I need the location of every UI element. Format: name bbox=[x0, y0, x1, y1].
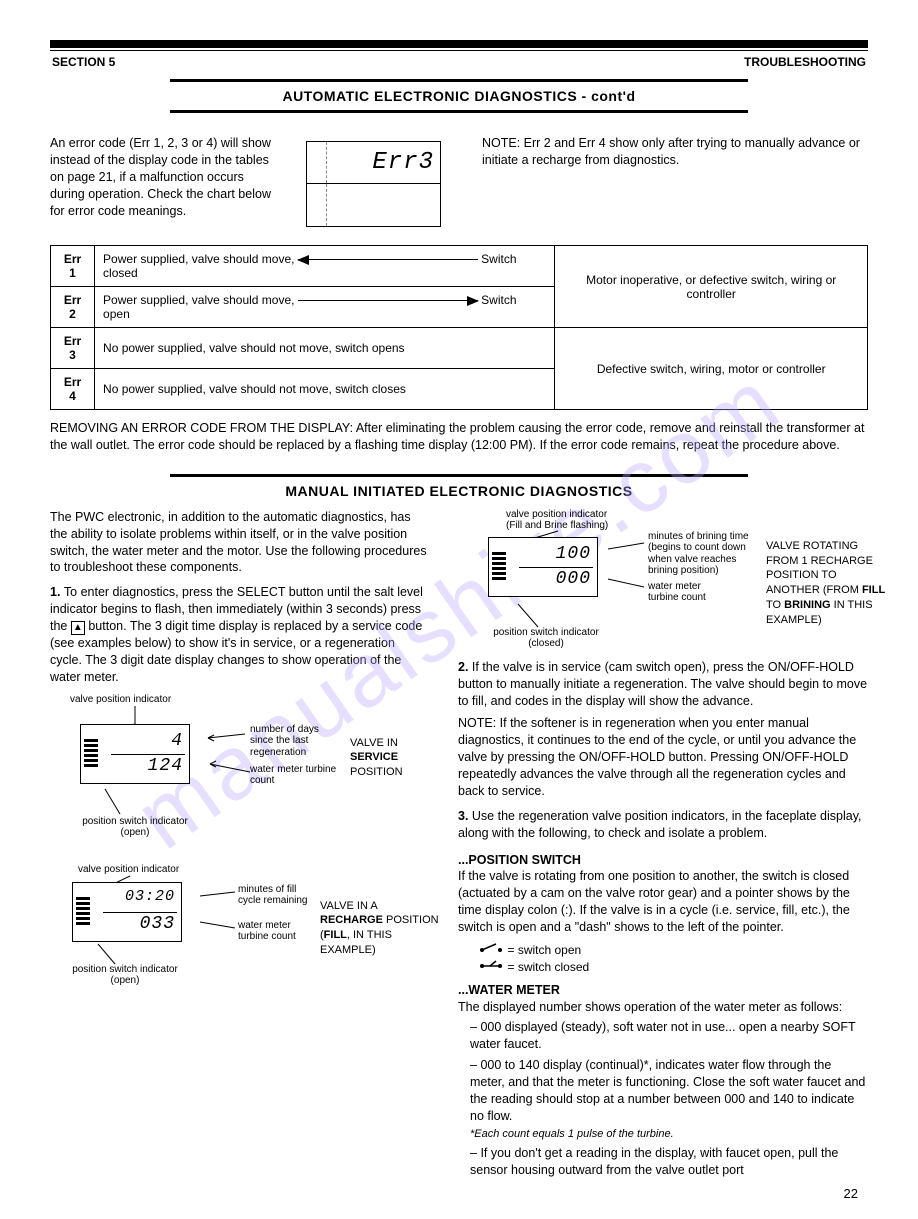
errstate-cell: Power supplied, valve should move, Switc… bbox=[95, 287, 555, 328]
disp-top: 03:20 bbox=[125, 887, 175, 907]
errstate-cell: No power supplied, valve should not move… bbox=[95, 369, 555, 410]
step-num: 1. bbox=[50, 585, 64, 599]
page-root: manualshive.com SECTION 5 TROUBLESHOOTIN… bbox=[0, 0, 918, 1219]
errfix-cell: Defective switch, wiring, motor or contr… bbox=[555, 328, 868, 410]
cap-switch-serv: position switch indicator (open) bbox=[80, 816, 190, 839]
table-row: Err 1 Power supplied, valve should move,… bbox=[51, 246, 868, 287]
serv-side: VALVE IN SERVICE POSITION bbox=[350, 737, 403, 779]
rot-side: VALVE ROTATING FROM 1 RECHARGE POSITION … bbox=[766, 539, 891, 628]
check-a-text: If the valve is rotating from one positi… bbox=[458, 869, 850, 934]
errcode-cell: Err 3 bbox=[51, 328, 95, 369]
step-2-note: NOTE: If the softener is in regeneration… bbox=[458, 715, 868, 799]
step-2: If the valve is in service (cam switch o… bbox=[458, 660, 867, 708]
display-service: 4 124 bbox=[80, 724, 190, 784]
error-intro-2: NOTE: Err 2 and Err 4 show only after tr… bbox=[482, 136, 860, 167]
header-thick-bar bbox=[50, 40, 868, 48]
check-b-3: If you don't get a reading in the displa… bbox=[470, 1146, 838, 1177]
up-button-icon: ▲ bbox=[71, 621, 85, 635]
check-b-1: 000 displayed (steady), soft water not i… bbox=[470, 1020, 855, 1051]
disp-top: 100 bbox=[556, 542, 591, 566]
fill-side: VALVE IN A RECHARGE POSITION (FILL, IN T… bbox=[320, 899, 440, 958]
cap-switch-rot: position switch indicator (closed) bbox=[486, 627, 606, 650]
errstate-cell: Power supplied, valve should move, Switc… bbox=[95, 246, 555, 287]
check-a-title: ...POSITION SWITCH bbox=[458, 853, 581, 867]
cap-brine: minutes of brining time (begins to count… bbox=[648, 531, 763, 577]
table-row: Err 3 No power supplied, valve should no… bbox=[51, 328, 868, 369]
banner-title: AUTOMATIC ELECTRONIC DIAGNOSTICS - cont'… bbox=[170, 82, 748, 110]
cap-days: number of days since the last regenerati… bbox=[250, 724, 345, 759]
cap-switch-fill: position switch indicator (open) bbox=[65, 964, 185, 987]
check-b-note: *Each count equals 1 pulse of the turbin… bbox=[470, 1127, 868, 1142]
step-1b: button. The 3 digit time display is repl… bbox=[50, 619, 422, 684]
errstate-cell: No power supplied, valve should not move… bbox=[95, 328, 555, 369]
cap-meter-fill: water meter turbine count bbox=[238, 920, 318, 943]
disp-bot: 124 bbox=[148, 754, 183, 778]
error-lcd: Err3 bbox=[306, 141, 441, 227]
page-number: 22 bbox=[844, 1186, 858, 1201]
error-table: Err 1 Power supplied, valve should move,… bbox=[50, 245, 868, 410]
switch-closed-icon bbox=[478, 959, 504, 971]
cap-fill: minutes of fill cycle remaining bbox=[238, 884, 318, 907]
switch-open-icon bbox=[478, 942, 504, 954]
display-fill: 03:20 033 bbox=[72, 882, 182, 942]
disp-bot: 000 bbox=[556, 567, 591, 591]
manual-rule bbox=[170, 474, 748, 477]
arrow-left-icon bbox=[298, 259, 478, 260]
switch-closed-label: = switch closed bbox=[507, 960, 589, 974]
cap-meter-rot: water meter turbine count bbox=[648, 581, 728, 604]
check-b-title: ...WATER METER bbox=[458, 983, 560, 997]
manual-title: MANUAL INITIATED ELECTRONIC DIAGNOSTICS bbox=[50, 483, 868, 499]
header-left: SECTION 5 bbox=[52, 55, 115, 69]
check-b-2: 000 to 140 display (continual)*, indicat… bbox=[470, 1058, 865, 1123]
errcode-cell: Err 4 bbox=[51, 369, 95, 410]
errcode-cell: Err 1 bbox=[51, 246, 95, 287]
banner-rule-bottom bbox=[170, 110, 748, 113]
errfix-cell: Motor inoperative, or defective switch, … bbox=[555, 246, 868, 328]
header-right: TROUBLESHOOTING bbox=[744, 55, 866, 69]
check-b-text: The displayed number shows operation of … bbox=[458, 1000, 842, 1014]
arrow-right-icon bbox=[298, 300, 478, 301]
cap-meter-serv: water meter turbine count bbox=[250, 764, 340, 787]
disp-top: 4 bbox=[171, 729, 183, 753]
errcode-cell: Err 2 bbox=[51, 287, 95, 328]
step-num: 2. bbox=[458, 660, 472, 674]
switch-open-label: = switch open bbox=[507, 943, 581, 957]
error-intro-1: An error code (Err 1, 2, 3 or 4) will sh… bbox=[50, 136, 271, 218]
step-num: 3. bbox=[458, 809, 472, 823]
step-3: Use the regeneration valve position indi… bbox=[458, 809, 862, 840]
error-lcd-value: Err3 bbox=[372, 149, 434, 176]
removing-error-text: REMOVING AN ERROR CODE FROM THE DISPLAY:… bbox=[50, 420, 868, 454]
disp-bot: 033 bbox=[140, 912, 175, 936]
manual-intro: The PWC electronic, in addition to the a… bbox=[50, 509, 430, 577]
display-rotating: 100 000 bbox=[488, 537, 598, 597]
